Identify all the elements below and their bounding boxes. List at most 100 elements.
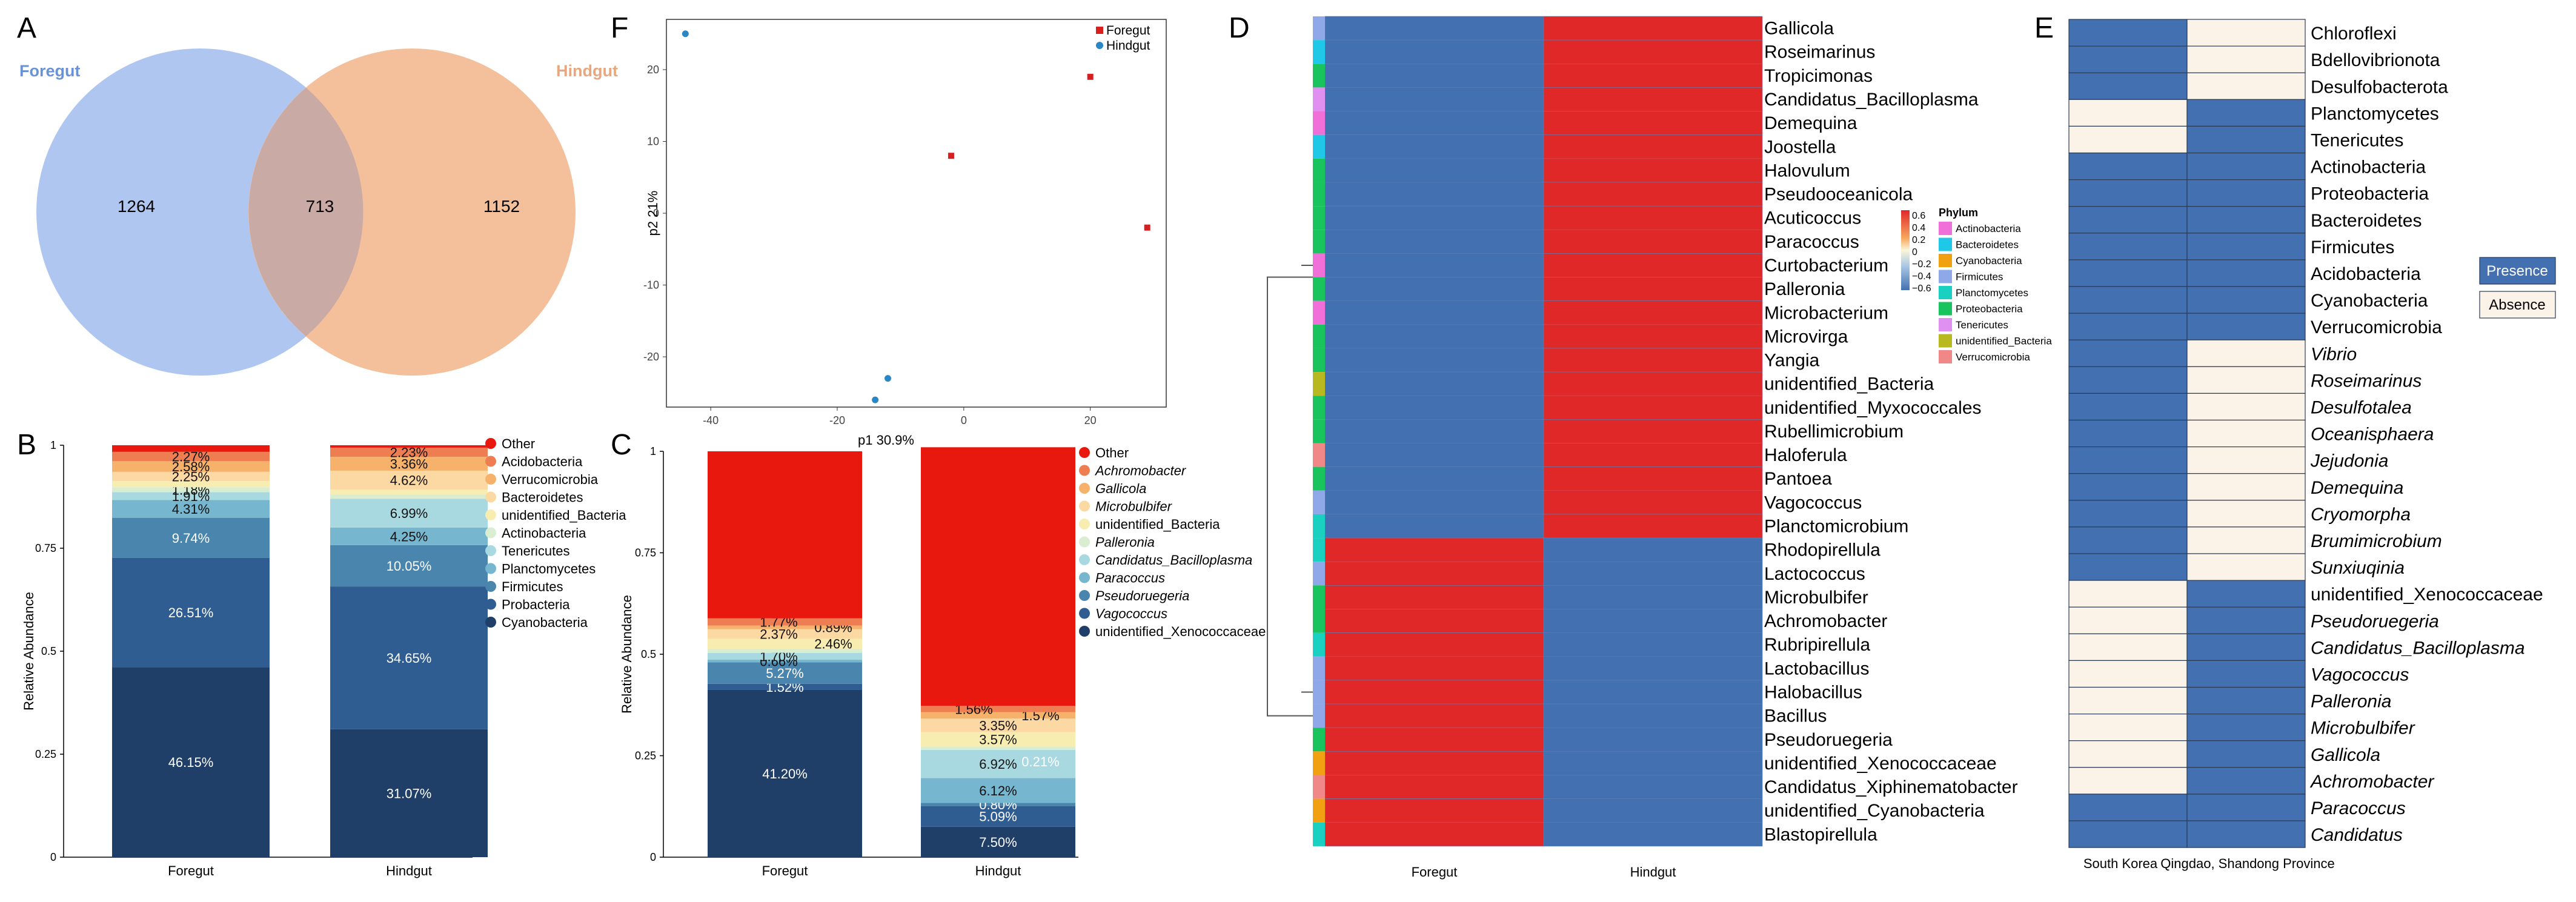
phylum-legend-swatch: [1939, 254, 1952, 267]
heatmap-cell: [1324, 111, 1544, 135]
bar-segment: [708, 683, 862, 690]
row-label: Halobacillus: [1764, 682, 1862, 702]
bar-data-label: 9.74%: [172, 531, 210, 546]
bar-data-label: 0.21%: [1021, 754, 1059, 769]
legend-presence-swatch: [2479, 257, 2556, 285]
scatter-point-foregut: [1087, 73, 1094, 80]
y-tick-label: 1: [650, 445, 656, 457]
stacked-bar-chart-phylum: 0 0.25 0.5 0.75 1 Relative Abundance 46.15% 26.…: [21, 436, 626, 878]
heatmap-cell: [1324, 158, 1544, 183]
heatmap-cell: [1543, 443, 1763, 467]
row-label: Pseudoruegeria: [1764, 730, 1893, 750]
heatmap-cell: [2186, 553, 2306, 581]
heatmap-cell: [2186, 526, 2306, 554]
phylum-annotation-cell: [1313, 490, 1325, 514]
row-label: unidentified_Myxococcales: [1764, 398, 1982, 418]
row-label: Oceanisphaera: [2311, 425, 2434, 445]
heatmap-cell: [1543, 798, 1763, 823]
heatmap-cell: [2068, 125, 2188, 154]
bar-data-label: 2.58%: [172, 459, 210, 474]
heatmap-cell: [1324, 727, 1544, 752]
heatmap-cell: [1543, 751, 1763, 775]
heatmap-cell: [1324, 585, 1544, 609]
bar-segment: [708, 451, 862, 618]
heatmap-cell: [2186, 233, 2306, 260]
heatmap-cell: [1324, 300, 1544, 325]
x-tick-label: -20: [829, 414, 845, 426]
bar-segment: [708, 660, 862, 663]
bar-segment: [330, 445, 488, 448]
heatmap-cell: [1543, 537, 1763, 562]
heatmap-cell: [2186, 99, 2306, 127]
heatmap-cell: [2186, 820, 2306, 848]
heatmap-presence-absence: Chloroflexi Bdellovibrionota Desulfobacter…: [2068, 19, 2556, 871]
row-label: Vagococcus: [2311, 665, 2409, 685]
legend-marker: [1079, 500, 1090, 512]
row-label: Paracoccus: [2311, 798, 2406, 818]
heatmap-cell: [1543, 16, 1763, 41]
y-tick-label: 10: [647, 135, 659, 147]
row-label: Roseimarinus: [2311, 371, 2422, 391]
bar-data-label: 5.27%: [766, 666, 803, 681]
row-label: Palleronia: [1764, 279, 1845, 299]
row-label: Brumimicrobium: [2311, 531, 2442, 551]
phylum-legend-label: Actinobacteria: [1956, 223, 2021, 234]
heatmap-cell: [2068, 580, 2188, 608]
heatmap-cell: [2068, 366, 2188, 394]
bar-data-label: 4.25%: [390, 529, 428, 544]
row-label: Joostella: [1764, 137, 1836, 157]
x-tick-label: -40: [703, 414, 719, 426]
bar-data-label: 7.50%: [979, 835, 1017, 850]
bar-segment: [921, 712, 1075, 719]
row-label: Roseimarinus: [1764, 42, 1875, 62]
row-label: Desulfobacterota: [2311, 77, 2448, 97]
heatmap-cell: [1324, 229, 1544, 254]
bar-segment: [330, 499, 488, 528]
row-label: Achromobacter: [2309, 772, 2434, 792]
heatmap-cell: [1543, 111, 1763, 135]
phylum-annotation-cell: [1313, 443, 1325, 467]
heatmap-cell: [2186, 393, 2306, 421]
heatmap-cell: [1324, 253, 1544, 277]
heatmap-cell: [1324, 656, 1544, 681]
legend-marker: [1079, 447, 1090, 458]
heatmap-cell: [2068, 526, 2188, 554]
bar-segment: [112, 500, 270, 518]
legend-label: unidentified_Xenococcaceae: [1095, 624, 1266, 639]
y-tick-label: -10: [643, 279, 659, 291]
bar-segment: [330, 494, 488, 499]
heatmap-cell: [2068, 99, 2188, 127]
row-label: Demequina: [1764, 113, 1857, 133]
bar-data-label: 26.51%: [168, 605, 214, 620]
bar-data-label: 4.62%: [390, 473, 428, 488]
row-label: Yangia: [1764, 351, 1820, 371]
heatmap-cell: [1324, 703, 1544, 728]
bar-segment: [330, 489, 488, 495]
heatmap-cell: [2068, 339, 2188, 367]
bar-segment: [708, 625, 862, 629]
heatmap-cell: [2186, 206, 2306, 234]
scatter-point-hindgut: [682, 30, 689, 38]
heatmap-cell: [1324, 680, 1544, 705]
heatmap-cell: [1543, 466, 1763, 491]
heatmap-differential-genera: Gallicola Roseimarinus Tropicimonas Candida…: [1267, 16, 2052, 880]
bar-data-label: 3.36%: [390, 457, 428, 472]
heatmap-cell: [1324, 395, 1544, 420]
y-tick-label: 0: [653, 207, 659, 219]
bar-segment: [708, 652, 862, 660]
legend-marker: [1079, 572, 1090, 583]
row-label: Candidatus_Bacilloplasma: [2311, 638, 2525, 658]
phylum-annotation-cell: [1313, 680, 1325, 705]
legend-presence-label: Presence: [2486, 263, 2548, 279]
phylum-annotation-cell: [1313, 253, 1325, 277]
row-label: Rhodopirellula: [1764, 540, 1881, 560]
heatmap-cell: [2186, 740, 2306, 768]
heatmap-cell: [1543, 134, 1763, 159]
heatmap-cell: [1543, 63, 1763, 88]
bar-segment: [921, 806, 1075, 827]
venn-count-hindgut-only: 1152: [483, 197, 520, 216]
heatmap-cell: [2068, 206, 2188, 234]
scatter-point-hindgut: [872, 396, 879, 403]
legend-label: Palleronia: [1095, 535, 1155, 550]
row-label: Microvirga: [1764, 327, 1848, 347]
